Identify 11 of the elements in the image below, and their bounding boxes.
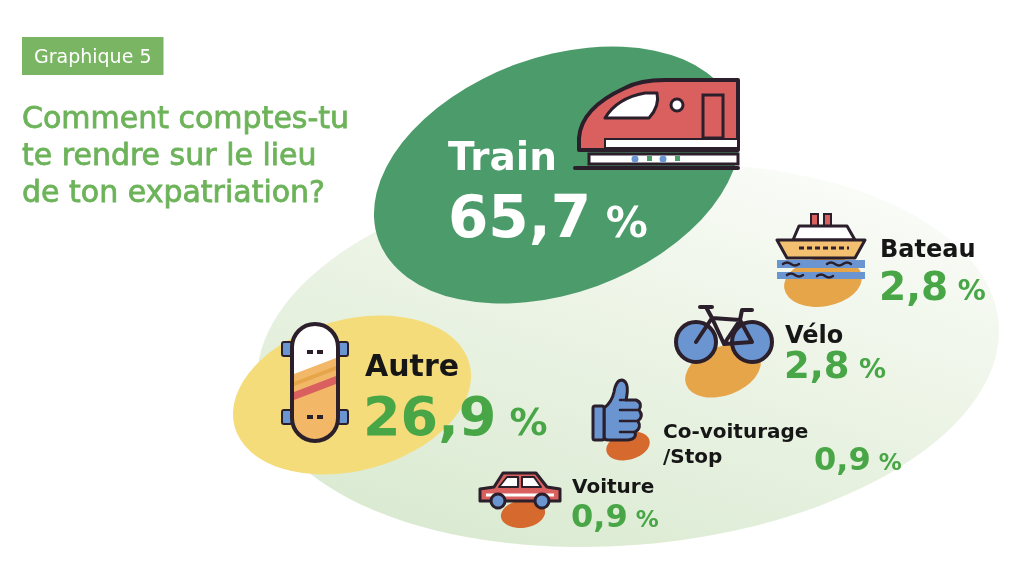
category-label: Autre [365,348,460,383]
category-label: Train [448,134,558,179]
text: Graphique 5 [34,45,152,67]
data-label: 0,9 % [571,497,659,535]
data-label: 65,7 % [448,183,648,251]
category-label: Bateau [880,235,976,263]
data-label: 0,9 % [814,440,902,478]
category-label: Voiture [572,474,655,498]
category-label: Co-voiturage /Stop [663,419,809,468]
text: Comment comptes-tu te rendre sur le lieu de ton expatriation? [22,100,350,209]
data-label: 2,8 % [879,264,986,309]
